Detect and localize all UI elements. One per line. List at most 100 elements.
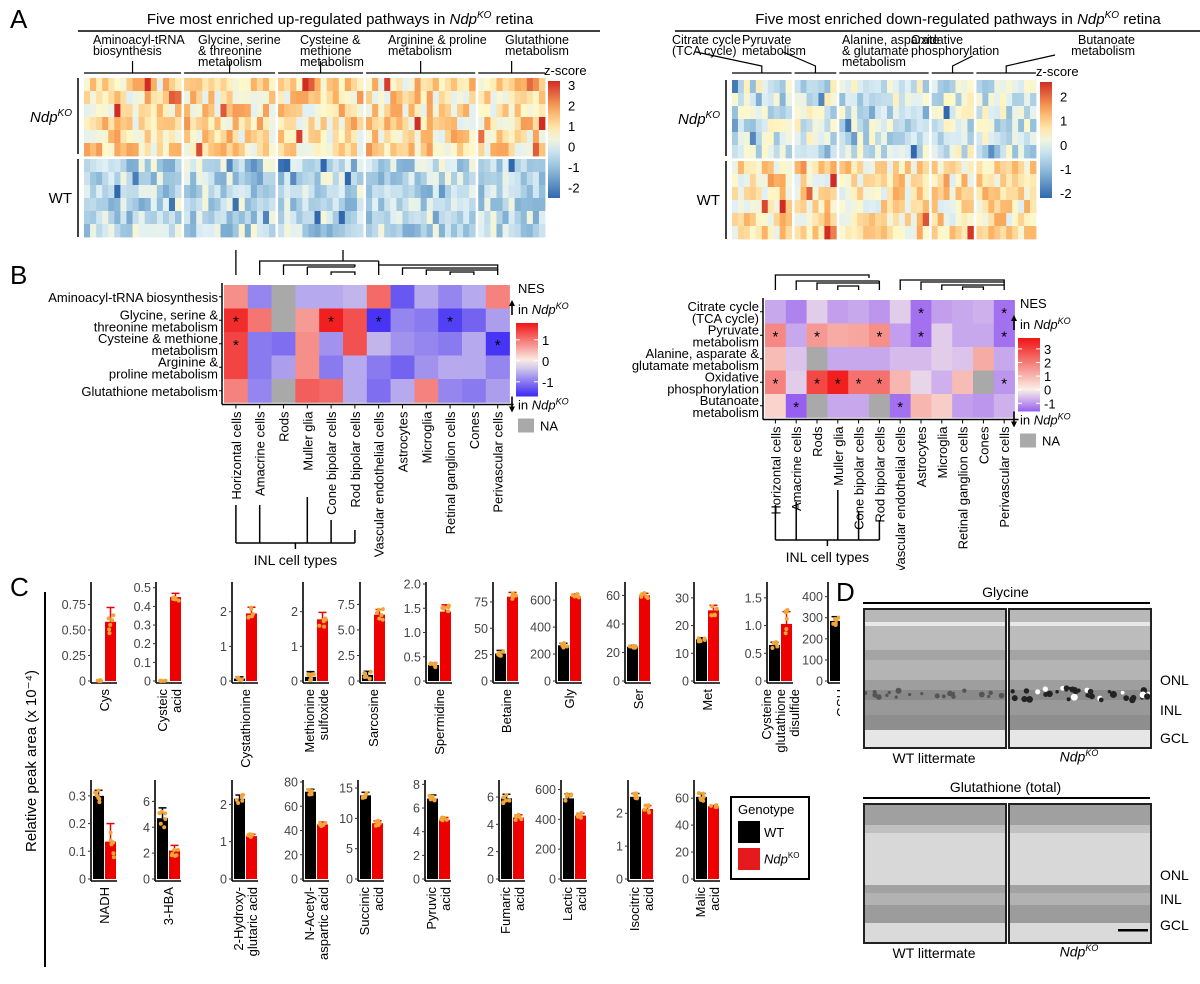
heatmap-cell <box>162 198 170 212</box>
retina-layer <box>865 680 1005 690</box>
heatmap-cell <box>344 104 352 118</box>
heatmap-cell <box>881 80 888 94</box>
heatmap-cell <box>886 187 894 201</box>
heatmap-cell <box>916 132 924 146</box>
heatmap-cell <box>208 224 215 238</box>
heatmap-cell <box>839 93 846 107</box>
heatmap-cell <box>90 143 97 157</box>
heatmap-cell <box>904 226 912 240</box>
stained-cell <box>1042 686 1048 692</box>
heatmap-cell <box>202 130 209 144</box>
heatmap-cell <box>278 91 285 105</box>
heatmap-cell <box>269 185 276 199</box>
heatmap-cell <box>794 106 801 120</box>
heatmap-cell <box>898 80 906 94</box>
heatmap-cell <box>414 172 422 186</box>
heatmap-cell <box>961 226 968 240</box>
heatmap-cell <box>818 119 825 133</box>
heatmap-cell <box>296 185 303 199</box>
heatmap-cell <box>812 106 819 120</box>
pathway-row-label: Glycine, serine & threonine metabolism <box>94 307 219 334</box>
bar-ko <box>570 596 581 681</box>
heatmap-cell <box>332 117 340 131</box>
heatmap-cell <box>150 91 158 105</box>
sup: KO <box>706 110 721 121</box>
stained-cell <box>988 690 993 696</box>
heatmap-cell <box>156 172 164 186</box>
heatmap-cell <box>108 117 115 131</box>
heatmap-cell <box>220 172 227 186</box>
heatmap-cell <box>244 143 252 157</box>
gene: Ndp <box>678 111 706 128</box>
heatmap-cell <box>269 211 276 225</box>
heatmap-cell <box>84 130 91 144</box>
heatmap-cell <box>490 198 497 212</box>
heatmap-cell <box>806 132 813 146</box>
heatmap-cell <box>278 172 285 186</box>
heatmap-cell <box>256 91 264 105</box>
heatmap-cell <box>144 104 152 118</box>
heatmap-cell <box>408 185 415 199</box>
heatmap-cell <box>1006 145 1013 159</box>
replicate-point <box>442 605 447 610</box>
heatmap-cell <box>773 93 781 107</box>
heatmap-cell <box>1018 145 1025 159</box>
heatmap-cell <box>478 172 485 186</box>
heatmap-cell <box>269 159 276 173</box>
heatmap-cell <box>432 143 440 157</box>
label-line: Glutathione metabolism <box>81 384 218 399</box>
heatmap-cell <box>114 117 121 131</box>
heatmap-cell <box>196 143 203 157</box>
nes-cell <box>848 394 870 418</box>
heatmap-cell <box>898 119 906 133</box>
stained-cell <box>1043 691 1049 697</box>
heatmap-cell <box>262 91 270 105</box>
heatmap-cell <box>190 78 197 92</box>
significance-star: * <box>233 313 239 330</box>
y-tick-label: 0.75 <box>62 598 86 612</box>
heatmap-cell <box>108 104 115 118</box>
heatmap-cell <box>220 159 227 173</box>
heatmap-cell <box>508 91 516 105</box>
heatmap-cell <box>490 172 497 186</box>
heatmap-cell <box>250 143 258 157</box>
heatmap-cell <box>732 213 739 227</box>
heatmap-cell <box>949 187 956 201</box>
dendrogram-branch <box>837 285 860 290</box>
heatmap-cell <box>490 185 497 199</box>
heatmap-cell <box>502 159 509 173</box>
heatmap-cell <box>214 117 221 131</box>
replicate-point <box>174 853 179 858</box>
bar-ko <box>507 596 518 681</box>
heatmap-cell <box>1030 106 1037 120</box>
retina-layer <box>1010 905 1150 923</box>
heatmap-cell <box>262 159 270 173</box>
heatmap-cell <box>520 104 528 118</box>
nes-cell <box>931 300 953 324</box>
heatmap-cell <box>250 78 258 92</box>
heatmap-cell <box>490 143 497 157</box>
bar-wt <box>627 646 638 681</box>
y-tick-label: 15 <box>339 782 353 796</box>
heatmap-cell <box>484 185 491 199</box>
label-line: metabolism <box>693 334 759 349</box>
heatmap-cell <box>508 130 516 144</box>
heatmap-cell <box>994 119 1001 133</box>
text: in <box>518 398 532 413</box>
replicate-point <box>364 674 369 679</box>
heatmap-cell <box>238 224 246 238</box>
heatmap-cell <box>126 117 133 131</box>
retina-layer <box>865 893 1005 905</box>
heatmap-cell <box>743 119 751 133</box>
histology-image-wt <box>863 608 1007 749</box>
nes-cell <box>910 394 932 418</box>
heatmap-cell <box>755 161 763 175</box>
heatmap-cell <box>931 132 939 146</box>
replicate-point <box>97 800 102 805</box>
heatmap-cell <box>350 185 358 199</box>
heatmap-cell <box>390 104 397 118</box>
replicate-point <box>364 791 369 796</box>
